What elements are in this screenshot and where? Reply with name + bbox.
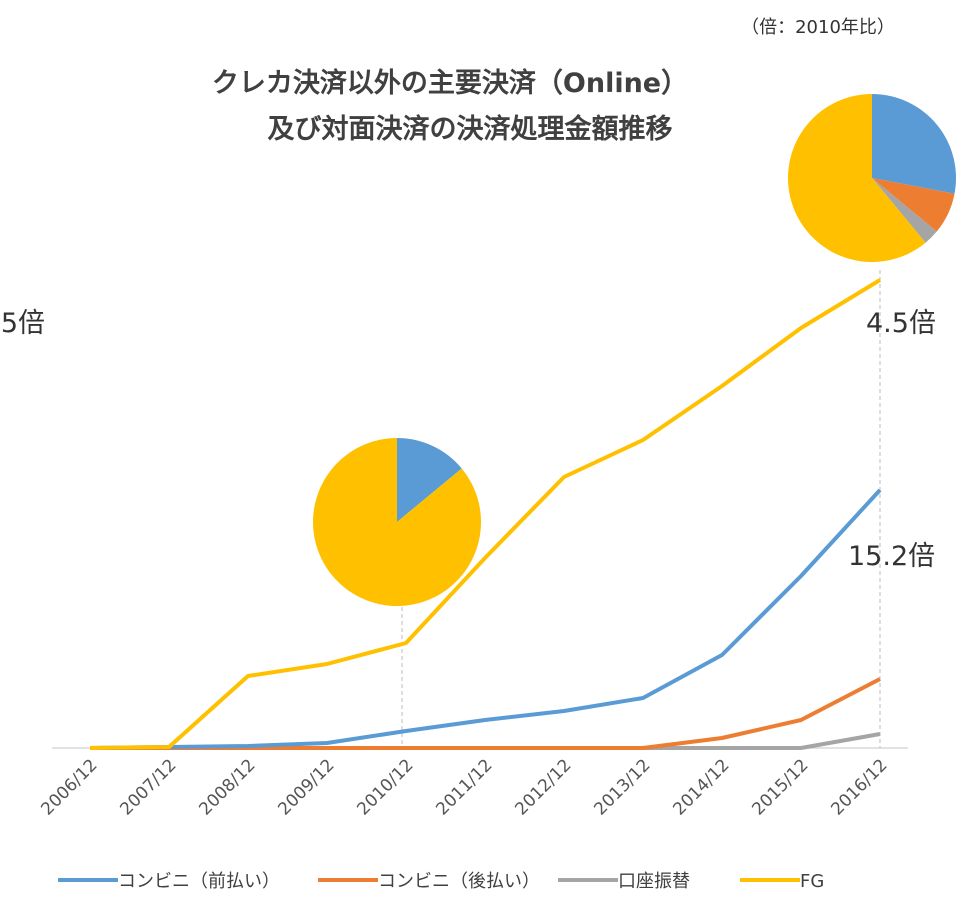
chart-title: クレカ決済以外の主要決済（Online） xyxy=(212,67,688,99)
legend-label: コンビニ（後払い） xyxy=(378,871,540,892)
unit-note: （倍：2010年比） xyxy=(741,17,895,38)
annotation: 5倍 xyxy=(1,308,45,339)
pie-slice xyxy=(397,438,462,522)
annotation: 15.2倍 xyxy=(848,541,935,572)
pie-slice xyxy=(872,94,957,194)
x-tick-label: 2016/12 xyxy=(827,755,891,819)
x-tick-label: 2009/12 xyxy=(274,755,338,819)
pie-slice xyxy=(788,94,926,263)
series-line xyxy=(89,278,882,750)
x-tick-label: 2008/12 xyxy=(195,755,259,819)
x-tick-label: 2013/12 xyxy=(590,755,654,819)
legend-label: 口座振替 xyxy=(618,871,690,892)
x-tick-label: 2006/12 xyxy=(37,755,101,819)
x-tick-label: 2015/12 xyxy=(748,755,812,819)
legend-label: コンビニ（前払い） xyxy=(118,871,280,892)
x-tick-label: 2014/12 xyxy=(669,755,733,819)
pie-slice xyxy=(872,178,955,232)
chart-title: 及び対面決済の決済処理金額推移 xyxy=(268,113,673,145)
legend-label: FG xyxy=(800,871,824,892)
x-tick-label: 2010/12 xyxy=(353,755,417,819)
pie-slice xyxy=(872,178,937,243)
annotation: 4.5倍 xyxy=(866,308,936,339)
x-tick-label: 2007/12 xyxy=(116,755,180,819)
x-tick-label: 2011/12 xyxy=(432,755,496,819)
series-line xyxy=(89,488,882,750)
pie-slice xyxy=(313,438,481,607)
x-tick-label: 2012/12 xyxy=(511,755,575,819)
